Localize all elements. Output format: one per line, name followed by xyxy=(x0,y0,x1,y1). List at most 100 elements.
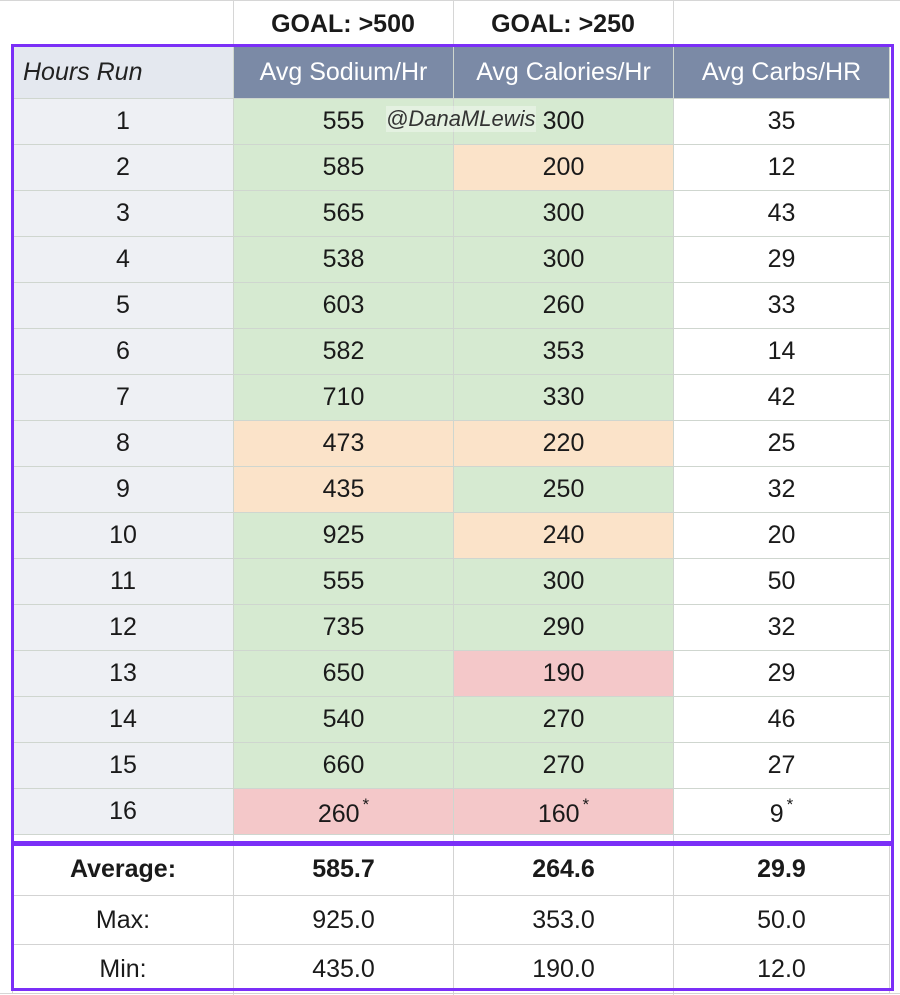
cell-calories[interactable]: 190 xyxy=(453,650,674,697)
summary-label[interactable]: Max: xyxy=(12,895,234,945)
cell-hour[interactable]: 5 xyxy=(12,282,234,329)
cell-calories[interactable]: 220 xyxy=(453,420,674,467)
cell-carbs[interactable]: 43 xyxy=(673,190,890,237)
cell-sodium[interactable]: 582 xyxy=(233,328,454,375)
cell-carbs-value: 32 xyxy=(767,613,796,641)
cell-calories[interactable]: 300 xyxy=(453,236,674,283)
summary-sodium[interactable]: 925.0 xyxy=(233,895,454,945)
cell-calories-value: 250 xyxy=(542,475,585,503)
grid-line xyxy=(0,0,900,1)
cell-sodium-value: 260 xyxy=(317,799,360,828)
cell-sodium[interactable]: 565 xyxy=(233,190,454,237)
cell-hour[interactable]: 14 xyxy=(12,696,234,743)
cell-hour[interactable]: 3 xyxy=(12,190,234,237)
cell-sodium[interactable]: 540 xyxy=(233,696,454,743)
cell-sodium[interactable]: 710 xyxy=(233,374,454,421)
cell-sodium[interactable]: 538 xyxy=(233,236,454,283)
cell-sodium[interactable]: 660 xyxy=(233,742,454,789)
summary-label[interactable]: Min: xyxy=(12,944,234,994)
cell-hour[interactable]: 2 xyxy=(12,144,234,191)
cell-carbs[interactable]: 32 xyxy=(673,604,890,651)
summary-calories[interactable]: 264.6 xyxy=(453,843,674,896)
cell-hour[interactable]: 11 xyxy=(12,558,234,605)
cell-hour[interactable]: 1 xyxy=(12,98,234,145)
cell-carbs[interactable]: 46 xyxy=(673,696,890,743)
cell-calories[interactable]: 160 * xyxy=(453,788,674,835)
cell-calories[interactable]: 353 xyxy=(453,328,674,375)
cell-hour[interactable]: 15 xyxy=(12,742,234,789)
cell-sodium[interactable]: 603 xyxy=(233,282,454,329)
summary-label[interactable]: Average: xyxy=(12,843,234,896)
cell-sodium[interactable]: 735 xyxy=(233,604,454,651)
cell-calories[interactable]: 330 xyxy=(453,374,674,421)
cell-sodium[interactable]: 435 xyxy=(233,466,454,513)
cell-calories-value: 270 xyxy=(542,705,585,733)
summary-calories[interactable]: 190.0 xyxy=(453,944,674,994)
cell-sodium[interactable]: 473 xyxy=(233,420,454,467)
header-avg-calories[interactable]: Avg Calories/Hr xyxy=(453,45,674,99)
cell-sodium[interactable]: 585 xyxy=(233,144,454,191)
cell-hour-value: 1 xyxy=(116,107,130,135)
summary-sodium[interactable]: 435.0 xyxy=(233,944,454,994)
cell-sodium[interactable]: 650 xyxy=(233,650,454,697)
cell-carbs[interactable]: 33 xyxy=(673,282,890,329)
cell-carbs[interactable]: 12 xyxy=(673,144,890,191)
cell-carbs[interactable]: 32 xyxy=(673,466,890,513)
cell-carbs-value: 14 xyxy=(767,337,796,365)
cell-carbs[interactable]: 14 xyxy=(673,328,890,375)
summary-sodium[interactable]: 585.7 xyxy=(233,843,454,896)
cell-hour-value: 12 xyxy=(109,613,137,641)
cell-hour-value: 4 xyxy=(116,245,130,273)
cell-calories[interactable]: 260 xyxy=(453,282,674,329)
cell-hour-value: 8 xyxy=(116,429,130,457)
cell-calories[interactable]: 270 xyxy=(453,742,674,789)
table-row: 6 582 353 14 xyxy=(12,328,890,375)
cell-hour[interactable]: 7 xyxy=(12,374,234,421)
header-row: Hours Run Avg Sodium/Hr Avg Calories/Hr … xyxy=(12,45,890,99)
cell-calories[interactable]: 300 xyxy=(453,190,674,237)
cell-carbs[interactable]: 25 xyxy=(673,420,890,467)
cell-sodium[interactable]: 925 xyxy=(233,512,454,559)
cell-hour-value: 5 xyxy=(116,291,130,319)
cell-carbs[interactable]: 29 xyxy=(673,650,890,697)
cell-hour[interactable]: 12 xyxy=(12,604,234,651)
cell-hour[interactable]: 4 xyxy=(12,236,234,283)
cell-sodium-value: 555 xyxy=(322,567,365,595)
cell-sodium[interactable]: 555 xyxy=(233,558,454,605)
cell-carbs[interactable]: 42 xyxy=(673,374,890,421)
header-avg-sodium[interactable]: Avg Sodium/Hr xyxy=(233,45,454,99)
cell-carbs[interactable]: 29 xyxy=(673,236,890,283)
table-row: 13 650 190 29 xyxy=(12,650,890,697)
cell-calories[interactable]: 240 xyxy=(453,512,674,559)
cell-hour[interactable]: 6 xyxy=(12,328,234,375)
summary-carbs[interactable]: 50.0 xyxy=(673,895,890,945)
summary-calories[interactable]: 353.0 xyxy=(453,895,674,945)
cell-calories[interactable]: 300 xyxy=(453,558,674,605)
cell-calories[interactable]: 270 xyxy=(453,696,674,743)
cell-hour-value: 14 xyxy=(109,705,137,733)
cell-hour[interactable]: 16 xyxy=(12,788,234,835)
header-avg-carbs[interactable]: Avg Carbs/HR xyxy=(673,45,890,99)
cell-carbs[interactable]: 35 xyxy=(673,98,890,145)
cell-hour[interactable]: 13 xyxy=(12,650,234,697)
cell-hour[interactable]: 9 xyxy=(12,466,234,513)
summary-carbs[interactable]: 12.0 xyxy=(673,944,890,994)
cell-carbs-value: 35 xyxy=(767,107,796,135)
table-row: 7 710 330 42 xyxy=(12,374,890,421)
summary-carbs[interactable]: 29.9 xyxy=(673,843,890,896)
table-row: 2 585 200 12 xyxy=(12,144,890,191)
cell-calories[interactable]: 250 xyxy=(453,466,674,513)
cell-calories[interactable]: 290 xyxy=(453,604,674,651)
table-row: 14 540 270 46 xyxy=(12,696,890,743)
cell-sodium[interactable]: 555 xyxy=(233,98,454,145)
cell-carbs[interactable]: 27 xyxy=(673,742,890,789)
cell-sodium[interactable]: 260 * xyxy=(233,788,454,835)
cell-hour[interactable]: 10 xyxy=(12,512,234,559)
cell-hour[interactable]: 8 xyxy=(12,420,234,467)
cell-carbs[interactable]: 9 * xyxy=(673,788,890,835)
cell-carbs[interactable]: 20 xyxy=(673,512,890,559)
header-hours-run[interactable]: Hours Run xyxy=(12,45,234,99)
cell-calories[interactable]: 200 xyxy=(453,144,674,191)
cell-carbs-value: 29 xyxy=(767,245,796,273)
cell-carbs[interactable]: 50 xyxy=(673,558,890,605)
